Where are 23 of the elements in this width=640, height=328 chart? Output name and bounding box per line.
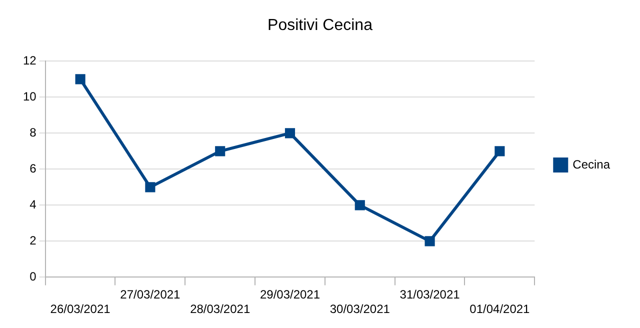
point [215,146,226,156]
chart-title: Positivi Cecina [268,17,373,34]
x-tick-label: 01/04/2021 [470,302,530,316]
point [75,74,86,84]
point [354,200,365,210]
x-tick-label: 30/03/2021 [330,302,390,316]
point [284,128,296,138]
y-tick-label: 8 [30,126,37,140]
y-tick-label: 2 [30,234,37,248]
x-tick-label: 26/03/2021 [50,302,111,316]
y-tick-label: 0 [30,270,37,284]
y-tick-label: 4 [30,198,37,212]
point [494,146,505,156]
point [424,236,435,246]
x-tick-label: 27/03/2021 [120,288,181,302]
x-tick-label: 28/03/2021 [190,302,250,316]
y-tick-label: 10 [22,90,37,104]
y-tick-label: 12 [22,54,37,68]
y-tick-label: 6 [30,162,37,176]
x-tick-label: 29/03/2021 [260,288,320,302]
x-tick-label: 31/03/2021 [400,288,460,302]
point [145,182,156,192]
legend-label: Cecina [572,157,610,172]
